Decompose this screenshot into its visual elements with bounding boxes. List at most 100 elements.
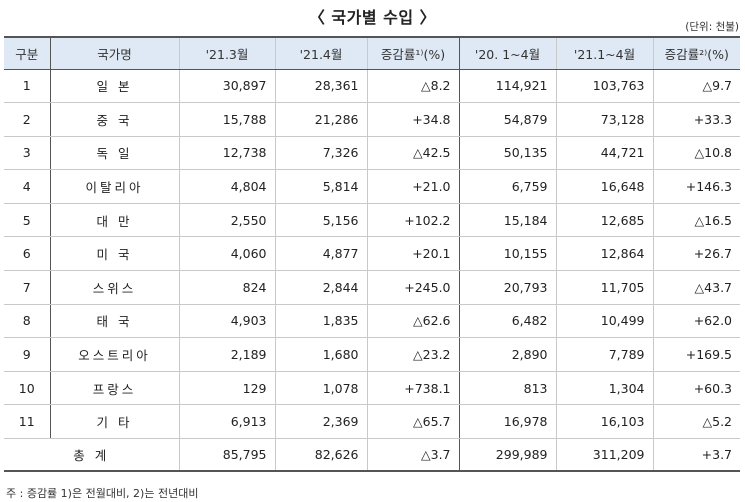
table-title: 〈 국가별 수입 〉	[308, 8, 437, 27]
value-cell: 16,103	[555, 404, 653, 440]
value-cell: 1,835	[274, 304, 367, 339]
value-cell: 15,788	[178, 102, 275, 137]
value-cell: 4,903	[178, 304, 275, 339]
total-cell: +3.7	[652, 438, 740, 472]
country-cell: 독 일	[49, 136, 179, 171]
value-cell: 54,879	[458, 102, 556, 137]
change-cell: +20.1	[366, 236, 459, 272]
value-cell: 4,804	[178, 169, 275, 204]
header-jan-apr-2020: '20. 1~4월	[458, 36, 556, 70]
change-cell: +245.0	[366, 270, 459, 305]
value-cell: 5,814	[274, 169, 367, 204]
value-cell: 50,135	[458, 136, 556, 171]
value-cell: 824	[178, 270, 275, 305]
total-cell: 299,989	[458, 438, 556, 472]
change-cell: +26.7	[652, 236, 740, 272]
change-cell: +33.3	[652, 102, 740, 137]
value-cell: 6,913	[178, 404, 275, 440]
value-cell: 30,897	[178, 69, 275, 104]
change-cell: +102.2	[366, 203, 459, 238]
change-cell: +21.0	[366, 169, 459, 204]
change-cell: △5.2	[652, 404, 740, 440]
value-cell: 73,128	[555, 102, 653, 137]
table-row: 9 오스트리아 2,189 1,680 △23.2 2,890 7,789 +169.5	[4, 337, 740, 372]
value-cell: 20,793	[458, 270, 556, 305]
rank-cell: 6	[4, 236, 50, 272]
header-row: 구분 국가명 '21.3월 '21.4월 증감률¹⁾(%) '20. 1~4월 …	[4, 36, 740, 70]
value-cell: 4,877	[274, 236, 367, 272]
header-change-yoy: 증감률²⁾(%)	[652, 36, 740, 70]
rank-cell: 7	[4, 270, 50, 305]
value-cell: 12,864	[555, 236, 653, 272]
change-cell: +738.1	[366, 371, 459, 406]
country-cell: 중 국	[49, 102, 179, 137]
change-cell: +146.3	[652, 169, 740, 204]
unit-label: (단위: 천불)	[685, 21, 739, 33]
total-cell: 85,795	[178, 438, 275, 472]
table-row: 11 기 타 6,913 2,369 △65.7 16,978 16,103 △5.2	[4, 404, 740, 440]
change-cell: △42.5	[366, 136, 459, 171]
country-cell: 대 만	[49, 203, 179, 238]
change-cell: △9.7	[652, 69, 740, 104]
value-cell: 6,482	[458, 304, 556, 339]
value-cell: 2,890	[458, 337, 556, 372]
change-cell: +34.8	[366, 102, 459, 137]
total-cell: 82,626	[274, 438, 367, 472]
country-cell: 프랑스	[49, 371, 179, 406]
value-cell: 12,685	[555, 203, 653, 238]
value-cell: 12,738	[178, 136, 275, 171]
table-row: 4 이탈리아 4,804 5,814 +21.0 6,759 16,648 +146.3	[4, 169, 740, 204]
change-cell: +62.0	[652, 304, 740, 339]
value-cell: 10,499	[555, 304, 653, 339]
import-by-country-table: 구분 국가명 '21.3월 '21.4월 증감률¹⁾(%) '20. 1~4월 …	[4, 36, 740, 472]
rank-cell: 10	[4, 371, 50, 406]
value-cell: 114,921	[458, 69, 556, 104]
total-cell: △3.7	[366, 438, 459, 472]
header-mar-2021: '21.3월	[178, 36, 275, 70]
rank-cell: 3	[4, 136, 50, 171]
table-row: 7 스위스 824 2,844 +245.0 20,793 11,705 △43.7	[4, 270, 740, 305]
value-cell: 1,304	[555, 371, 653, 406]
rank-cell: 5	[4, 203, 50, 238]
header-change-mom: 증감률¹⁾(%)	[366, 36, 459, 70]
value-cell: 44,721	[555, 136, 653, 171]
value-cell: 16,648	[555, 169, 653, 204]
change-cell: +60.3	[652, 371, 740, 406]
header-apr-2021: '21.4월	[274, 36, 367, 70]
rank-cell: 4	[4, 169, 50, 204]
value-cell: 4,060	[178, 236, 275, 272]
value-cell: 21,286	[274, 102, 367, 137]
country-cell: 일 본	[49, 69, 179, 104]
rank-cell: 9	[4, 337, 50, 372]
total-row: 총 계 85,795 82,626 △3.7 299,989 311,209 +…	[4, 438, 740, 472]
header-rank: 구분	[4, 36, 50, 70]
total-cell: 311,209	[555, 438, 653, 472]
header-jan-apr-2021: '21.1~4월	[555, 36, 653, 70]
change-cell: △65.7	[366, 404, 459, 440]
header-country: 국가명	[49, 36, 179, 70]
footnote: 주 : 증감률 1)은 전월대비, 2)는 전년대비	[6, 487, 199, 500]
value-cell: 1,078	[274, 371, 367, 406]
country-cell: 스위스	[49, 270, 179, 305]
country-cell: 기 타	[49, 404, 179, 440]
country-cell: 미 국	[49, 236, 179, 272]
country-cell: 오스트리아	[49, 337, 179, 372]
value-cell: 11,705	[555, 270, 653, 305]
value-cell: 129	[178, 371, 275, 406]
value-cell: 2,189	[178, 337, 275, 372]
change-cell: +169.5	[652, 337, 740, 372]
rank-cell: 8	[4, 304, 50, 339]
value-cell: 813	[458, 371, 556, 406]
value-cell: 16,978	[458, 404, 556, 440]
value-cell: 6,759	[458, 169, 556, 204]
rank-cell: 1	[4, 69, 50, 104]
value-cell: 10,155	[458, 236, 556, 272]
change-cell: △16.5	[652, 203, 740, 238]
value-cell: 28,361	[274, 69, 367, 104]
value-cell: 1,680	[274, 337, 367, 372]
change-cell: △8.2	[366, 69, 459, 104]
